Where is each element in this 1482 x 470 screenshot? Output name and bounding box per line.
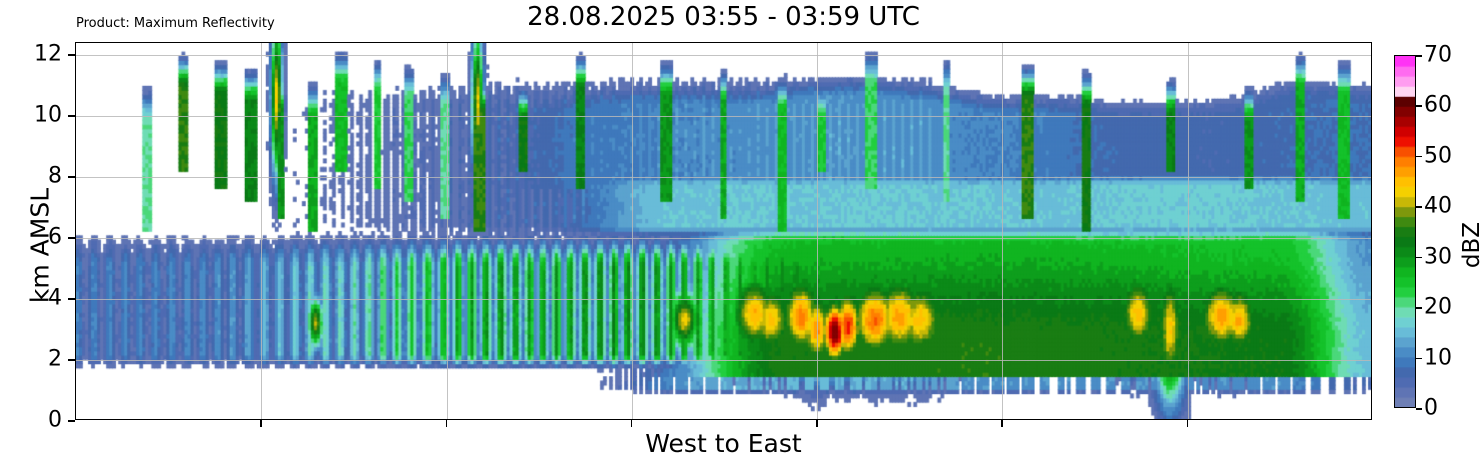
x-tick-mark (445, 420, 448, 427)
plot-area (75, 42, 1372, 420)
y-tick-mark (68, 115, 75, 117)
x-tick-mark (260, 420, 262, 427)
x-tick-mark (1001, 420, 1004, 427)
colorbar (1394, 55, 1416, 408)
colorbar-tick-label: 60 (1424, 92, 1452, 118)
colorbar-tick-mark (1416, 206, 1422, 208)
y-tick-label: 12 (34, 41, 62, 67)
y-tick-mark (68, 298, 75, 300)
y-tick-label: 4 (48, 285, 62, 311)
colorbar-tick-label: 70 (1424, 42, 1452, 68)
colorbar-axis-label: dBZ (1459, 221, 1482, 269)
colorbar-tick-mark (1416, 155, 1422, 158)
y-tick-label: 8 (48, 163, 62, 189)
y-tick-mark (68, 54, 75, 56)
colorbar-gradient (1394, 55, 1416, 408)
colorbar-tick-label: 0 (1424, 395, 1438, 421)
y-tick-label: 10 (34, 102, 62, 128)
y-tick-mark (68, 176, 75, 178)
x-tick-mark (630, 420, 633, 427)
colorbar-tick-label: 10 (1424, 345, 1452, 371)
colorbar-tick-mark (1416, 408, 1422, 410)
y-tick-label: 6 (48, 224, 62, 250)
y-tick-mark (68, 237, 75, 239)
y-tick-label: 0 (48, 407, 62, 433)
colorbar-tick-label: 20 (1424, 294, 1452, 320)
colorbar-tick-label: 30 (1424, 244, 1452, 270)
colorbar-tick-label: 50 (1424, 143, 1452, 169)
y-tick-mark (68, 420, 75, 422)
x-tick-mark (1186, 420, 1189, 427)
x-axis-label: West to East (645, 429, 802, 458)
y-tick-label: 2 (48, 346, 62, 372)
colorbar-tick-mark (1416, 307, 1422, 309)
colorbar-tick-mark (1416, 105, 1422, 108)
x-tick-mark (816, 420, 818, 427)
page-title: 28.08.2025 03:55 - 03:59 UTC (527, 2, 920, 32)
reflectivity-heatmap-canvas (76, 43, 1371, 419)
colorbar-tick-mark (1416, 55, 1422, 57)
colorbar-tick-mark (1416, 357, 1422, 360)
y-tick-mark (68, 359, 75, 361)
colorbar-tick-label: 40 (1424, 193, 1452, 219)
colorbar-tick-mark (1416, 256, 1422, 259)
product-label: Product: Maximum Reflectivity (76, 16, 275, 31)
